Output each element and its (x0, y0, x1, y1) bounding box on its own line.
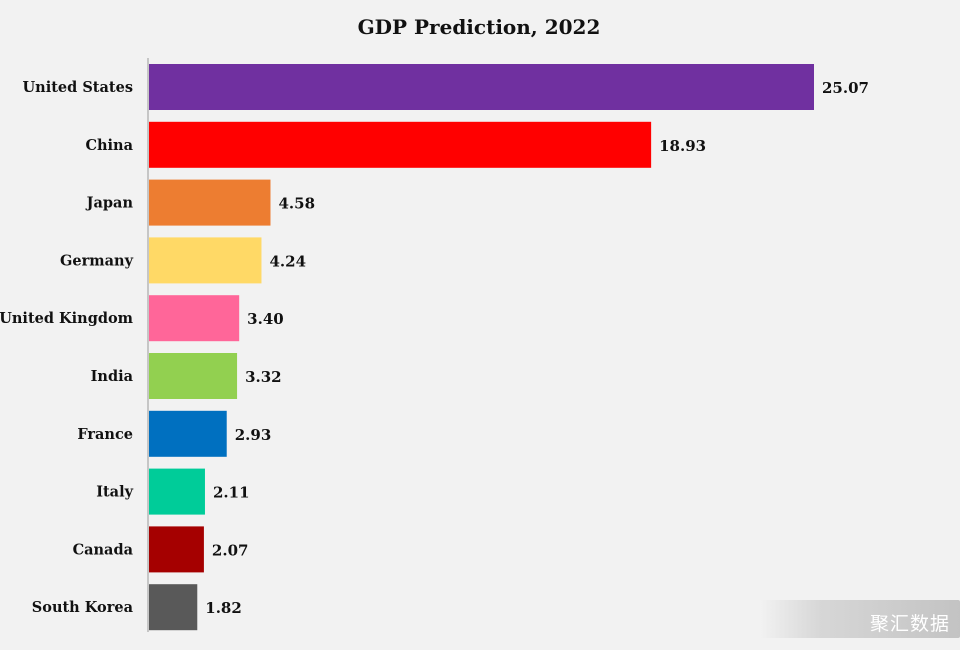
bar-italy (149, 468, 205, 515)
bar-france (149, 410, 227, 457)
bars-group: United States 25.07 China 18.93 Japan 4.58 Ger… (0, 64, 869, 631)
value-label: 2.07 (212, 541, 249, 559)
value-label: 3.32 (245, 368, 282, 386)
bar-japan (149, 179, 271, 226)
value-label: 3.40 (247, 310, 284, 328)
category-label: Japan (85, 195, 134, 212)
value-label: 2.11 (213, 484, 250, 502)
category-label: Germany (60, 252, 134, 269)
value-label: 4.58 (278, 195, 315, 213)
category-label: South Korea (32, 599, 134, 616)
category-label: Canada (73, 541, 134, 558)
bar-united-states (149, 64, 814, 110)
category-label: Italy (96, 484, 133, 501)
chart-title: GDP Prediction, 2022 (358, 15, 601, 39)
category-label: India (91, 368, 134, 385)
bar-india (149, 353, 238, 399)
category-label: United Kingdom (0, 310, 134, 327)
watermark-text: 聚汇数据 (869, 613, 950, 635)
bar-united-kingdom (149, 295, 240, 342)
watermark-badge: 聚汇数据 (760, 600, 960, 638)
value-label: 2.93 (235, 426, 272, 444)
category-label: United States (23, 79, 133, 96)
value-label: 18.93 (659, 137, 706, 155)
bar-south-korea (149, 584, 198, 631)
value-label: 4.24 (269, 252, 306, 270)
bar-canada (149, 526, 204, 573)
bar-germany (149, 237, 262, 284)
bar-china (149, 121, 652, 168)
category-label: France (77, 426, 133, 443)
value-label: 1.82 (205, 599, 242, 617)
value-label: 25.07 (822, 79, 869, 97)
category-label: China (85, 137, 133, 154)
